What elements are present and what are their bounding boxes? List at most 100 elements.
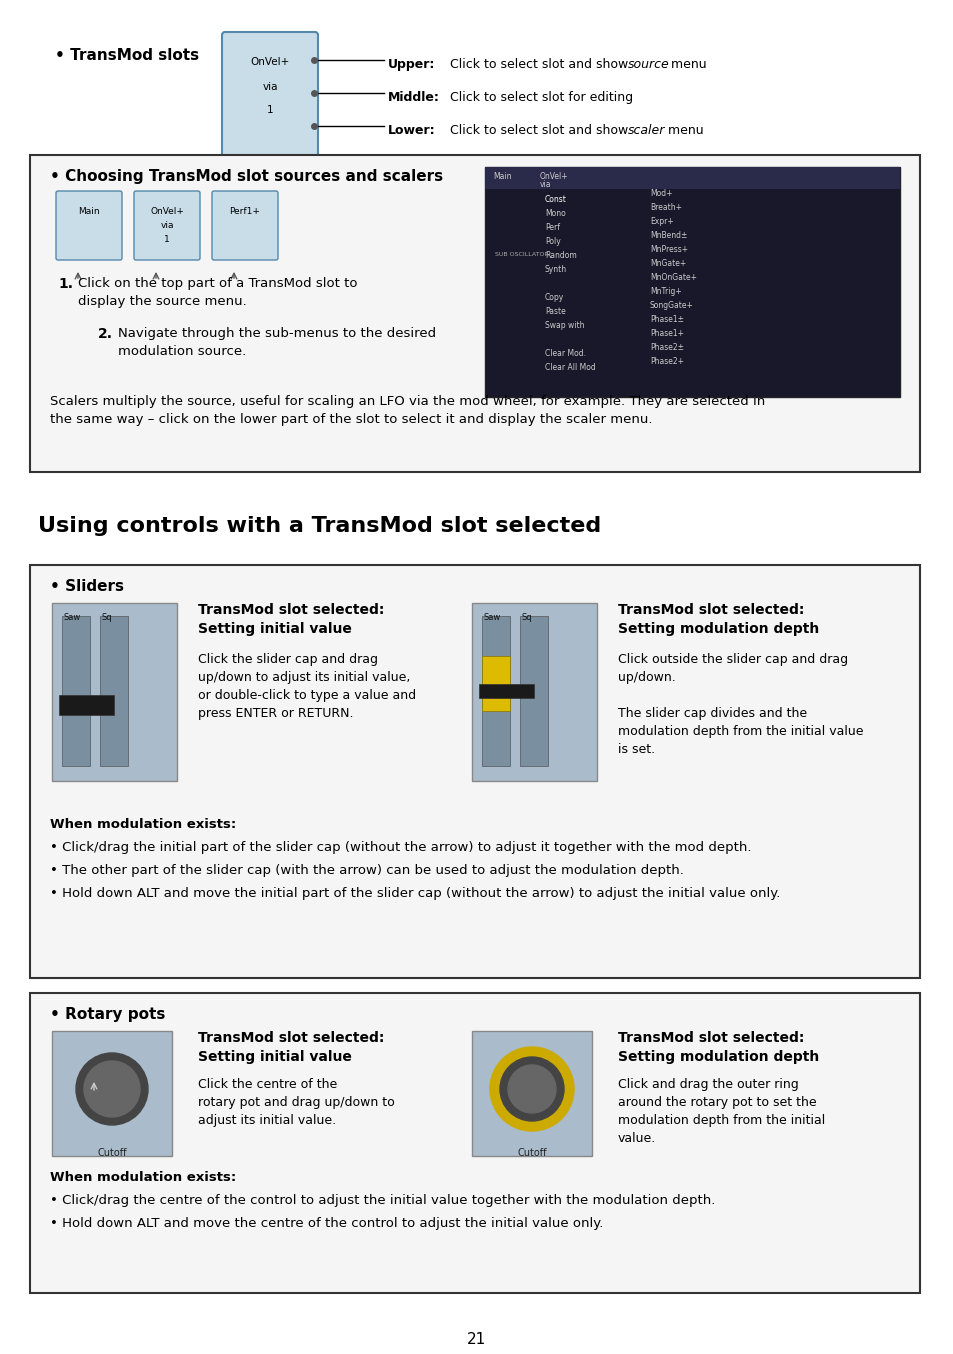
- Text: Saw: Saw: [64, 613, 81, 621]
- Text: Breath+: Breath+: [649, 203, 681, 213]
- Text: • The other part of the slider cap (with the arrow) can be used to adjust the mo: • The other part of the slider cap (with…: [50, 864, 683, 877]
- FancyBboxPatch shape: [484, 167, 899, 190]
- Text: • Rotary pots: • Rotary pots: [50, 1007, 165, 1022]
- Text: Saw: Saw: [483, 613, 500, 621]
- Text: Clear All Mod: Clear All Mod: [544, 363, 595, 372]
- Text: Click to select slot for editing: Click to select slot for editing: [450, 91, 633, 104]
- Text: Cutoff: Cutoff: [517, 1148, 546, 1158]
- Text: Navigate through the sub-menus to the desired: Navigate through the sub-menus to the de…: [118, 328, 436, 340]
- Text: Click outside the slider cap and drag
up/down.

The slider cap divides and the
m: Click outside the slider cap and drag up…: [618, 653, 862, 756]
- Text: MnGate+: MnGate+: [649, 259, 685, 268]
- Text: • Sliders: • Sliders: [50, 580, 124, 594]
- Circle shape: [76, 1053, 148, 1125]
- FancyBboxPatch shape: [30, 154, 919, 473]
- FancyBboxPatch shape: [212, 191, 277, 260]
- Text: Const: Const: [544, 195, 566, 204]
- Text: Click and drag the outer ring
around the rotary pot to set the
modulation depth : Click and drag the outer ring around the…: [618, 1078, 824, 1145]
- Text: 1.: 1.: [58, 278, 73, 291]
- Text: OnVel+: OnVel+: [250, 57, 290, 66]
- Text: Main: Main: [78, 207, 100, 217]
- FancyBboxPatch shape: [472, 1030, 592, 1156]
- Circle shape: [84, 1062, 140, 1117]
- Text: via: via: [262, 83, 277, 92]
- FancyBboxPatch shape: [519, 616, 547, 766]
- Text: Setting modulation depth: Setting modulation depth: [618, 621, 819, 636]
- Text: the same way – click on the lower part of the slot to select it and display the : the same way – click on the lower part o…: [50, 413, 652, 427]
- Text: Phase2+: Phase2+: [649, 357, 683, 366]
- Text: Perf: Perf: [544, 223, 559, 232]
- FancyBboxPatch shape: [52, 603, 177, 781]
- FancyBboxPatch shape: [133, 191, 200, 260]
- Text: TransMod slot selected:: TransMod slot selected:: [198, 603, 384, 617]
- Text: • Hold down ALT and move the centre of the control to adjust the initial value o: • Hold down ALT and move the centre of t…: [50, 1217, 602, 1229]
- Text: • Hold down ALT and move the initial part of the slider cap (without the arrow) : • Hold down ALT and move the initial par…: [50, 887, 780, 900]
- Text: Phase1±: Phase1±: [649, 315, 683, 324]
- Text: Setting initial value: Setting initial value: [198, 1049, 352, 1064]
- Text: via: via: [539, 180, 551, 190]
- Text: Sq: Sq: [102, 613, 112, 621]
- Text: Setting initial value: Setting initial value: [198, 621, 352, 636]
- Text: MnPress+: MnPress+: [649, 245, 687, 255]
- Text: Perf1+: Perf1+: [230, 207, 260, 217]
- Text: Random: Random: [544, 250, 577, 260]
- Text: Upper:: Upper:: [388, 58, 435, 70]
- FancyBboxPatch shape: [62, 616, 90, 766]
- Text: OnVel+: OnVel+: [539, 172, 568, 181]
- Text: Scalers multiply the source, useful for scaling an LFO via the mod wheel, for ex: Scalers multiply the source, useful for …: [50, 395, 764, 408]
- Text: • Click/drag the centre of the control to adjust the initial value together with: • Click/drag the centre of the control t…: [50, 1194, 715, 1206]
- Text: Paste: Paste: [544, 307, 565, 315]
- FancyBboxPatch shape: [222, 32, 317, 158]
- Text: Sq: Sq: [521, 613, 532, 621]
- Text: 2.: 2.: [98, 328, 112, 341]
- Text: 21: 21: [467, 1332, 486, 1347]
- Text: MnTrig+: MnTrig+: [649, 287, 681, 297]
- Text: Middle:: Middle:: [388, 91, 439, 104]
- FancyBboxPatch shape: [52, 1030, 172, 1156]
- Text: Mod+: Mod+: [649, 190, 672, 198]
- Text: TransMod slot selected:: TransMod slot selected:: [198, 1030, 384, 1045]
- Text: Lower:: Lower:: [388, 125, 436, 137]
- FancyBboxPatch shape: [481, 655, 510, 711]
- Text: TransMod slot selected:: TransMod slot selected:: [618, 603, 803, 617]
- Text: • TransMod slots: • TransMod slots: [55, 47, 199, 64]
- Text: Click the centre of the
rotary pot and drag up/down to
adjust its initial value.: Click the centre of the rotary pot and d…: [198, 1078, 395, 1127]
- Text: Phase2±: Phase2±: [649, 343, 683, 352]
- Text: Mono: Mono: [544, 209, 565, 218]
- FancyBboxPatch shape: [56, 191, 122, 260]
- Text: modulation source.: modulation source.: [118, 345, 246, 357]
- Text: MnOnGate+: MnOnGate+: [649, 274, 697, 282]
- Text: • Choosing TransMod slot sources and scalers: • Choosing TransMod slot sources and sca…: [50, 169, 442, 184]
- Text: source: source: [627, 58, 669, 70]
- FancyBboxPatch shape: [478, 684, 534, 699]
- Text: Swap with: Swap with: [544, 321, 584, 330]
- Text: via: via: [160, 221, 173, 230]
- Text: scaler: scaler: [627, 125, 664, 137]
- Text: When modulation exists:: When modulation exists:: [50, 818, 236, 831]
- Circle shape: [499, 1057, 563, 1121]
- Text: Cutoff: Cutoff: [97, 1148, 127, 1158]
- FancyBboxPatch shape: [100, 616, 128, 766]
- Text: TransMod slot selected:: TransMod slot selected:: [618, 1030, 803, 1045]
- Text: OnVel+: OnVel+: [150, 207, 184, 217]
- Text: Phase1+: Phase1+: [649, 329, 683, 338]
- Text: SongGate+: SongGate+: [649, 301, 693, 310]
- Text: Poly: Poly: [544, 237, 560, 246]
- Text: Using controls with a TransMod slot selected: Using controls with a TransMod slot sele…: [38, 516, 600, 536]
- Text: Synth: Synth: [544, 265, 566, 274]
- FancyBboxPatch shape: [30, 992, 919, 1293]
- Text: Click to select slot and show: Click to select slot and show: [450, 125, 632, 137]
- Text: When modulation exists:: When modulation exists:: [50, 1171, 236, 1183]
- Text: Main: Main: [493, 172, 511, 181]
- FancyBboxPatch shape: [484, 167, 899, 397]
- FancyBboxPatch shape: [59, 695, 113, 715]
- Text: Click on the top part of a TransMod slot to: Click on the top part of a TransMod slot…: [78, 278, 357, 290]
- Text: menu: menu: [666, 58, 706, 70]
- Text: Setting modulation depth: Setting modulation depth: [618, 1049, 819, 1064]
- Text: MnBend±: MnBend±: [649, 232, 687, 240]
- Text: menu: menu: [663, 125, 703, 137]
- Text: Clear Mod.: Clear Mod.: [544, 349, 585, 357]
- FancyBboxPatch shape: [481, 616, 510, 766]
- Text: SUB OSCILLATOR: SUB OSCILLATOR: [495, 252, 548, 257]
- Text: Copy: Copy: [544, 292, 563, 302]
- Circle shape: [490, 1047, 574, 1131]
